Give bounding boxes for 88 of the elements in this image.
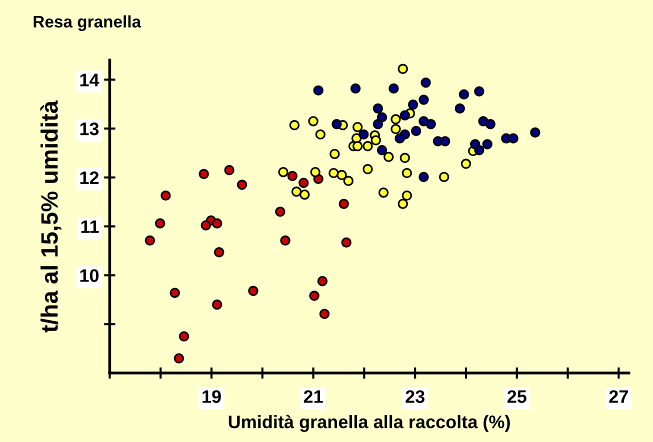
x-tick-label: 21 <box>304 390 323 403</box>
point <box>482 139 492 150</box>
point <box>289 120 300 130</box>
point <box>362 164 373 174</box>
point <box>174 353 184 364</box>
x-tick-label: 19 <box>202 390 221 403</box>
point <box>332 119 342 130</box>
point <box>248 286 258 296</box>
point <box>310 166 320 178</box>
point <box>410 126 422 136</box>
point <box>530 127 540 138</box>
y-tick-label: 13 <box>80 122 99 136</box>
point <box>154 218 166 229</box>
point <box>278 166 288 178</box>
point <box>212 218 222 229</box>
y-tick-label: 12 <box>80 171 99 184</box>
point <box>376 144 388 156</box>
point <box>394 133 405 144</box>
point <box>170 288 180 298</box>
point <box>275 206 286 217</box>
point <box>400 152 410 164</box>
x-tick-label: 27 <box>609 390 628 403</box>
point <box>398 198 408 209</box>
point <box>372 119 384 130</box>
point <box>418 94 429 105</box>
x-axis-title: Umidità granella alla raccolta (%) <box>228 414 510 432</box>
point <box>317 276 328 286</box>
point <box>343 176 354 186</box>
point <box>280 235 290 246</box>
point <box>144 235 156 246</box>
point <box>402 190 412 201</box>
point <box>198 168 209 180</box>
point <box>508 133 518 144</box>
point <box>474 144 484 156</box>
point <box>420 77 431 88</box>
point <box>330 148 340 160</box>
y-tick-label: 10 <box>80 269 99 282</box>
point <box>400 110 410 120</box>
point <box>309 290 320 301</box>
point <box>212 299 222 310</box>
point <box>308 116 318 126</box>
point <box>341 237 352 248</box>
point <box>315 129 326 140</box>
point <box>352 141 363 152</box>
point <box>287 170 298 182</box>
point <box>398 64 408 74</box>
point <box>224 165 234 176</box>
x-tick-label: 23 <box>406 390 424 403</box>
point <box>336 170 347 180</box>
point <box>291 186 302 197</box>
point <box>388 83 399 94</box>
point <box>370 135 382 146</box>
point <box>390 114 401 124</box>
point <box>438 172 450 182</box>
point <box>485 119 496 130</box>
point <box>313 85 324 96</box>
point <box>454 103 465 114</box>
point <box>362 141 373 152</box>
point <box>383 152 394 162</box>
y-tick-label: 11 <box>81 220 99 233</box>
point <box>328 168 339 178</box>
chart-title: Resa granella <box>34 15 142 31</box>
point <box>402 168 412 178</box>
point <box>408 99 418 110</box>
point <box>350 83 361 94</box>
point <box>352 122 363 132</box>
y-tick-label: 14 <box>80 74 100 86</box>
point <box>358 129 369 140</box>
point <box>298 178 309 188</box>
y-axis-title: t/ha al 15,5% umidità <box>40 100 62 332</box>
point <box>390 124 401 134</box>
point <box>458 89 470 100</box>
point <box>372 103 384 114</box>
point <box>338 198 349 209</box>
point <box>214 247 224 258</box>
point <box>236 180 248 190</box>
point <box>160 190 171 201</box>
point <box>178 331 190 342</box>
point <box>460 158 472 169</box>
x-tick-label: 25 <box>507 390 526 403</box>
point <box>474 86 484 97</box>
point <box>378 188 389 198</box>
point <box>200 220 212 230</box>
point <box>426 119 436 130</box>
point <box>300 189 310 200</box>
point <box>440 136 450 146</box>
point <box>319 308 330 319</box>
point <box>418 172 429 182</box>
